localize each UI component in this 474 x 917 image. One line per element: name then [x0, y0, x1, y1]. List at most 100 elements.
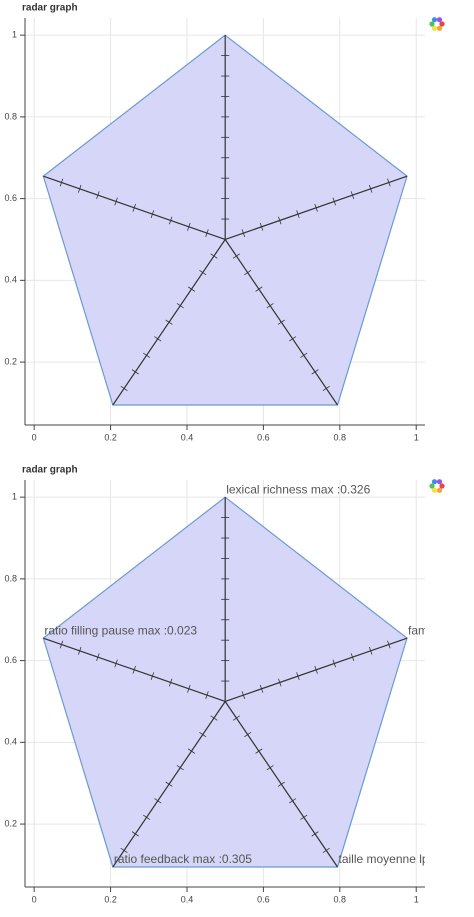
x-tick-label: 0 — [32, 432, 37, 442]
y-tick-label: 0.4 — [4, 737, 17, 747]
logo-dot — [436, 487, 443, 493]
spoke-tick — [131, 831, 139, 837]
chart-title: radar graph — [22, 465, 78, 476]
spoke-tick — [165, 781, 173, 787]
y-tick-label: 0.4 — [4, 275, 17, 285]
y-tick-label: 0.2 — [4, 356, 17, 366]
spoke-tick — [368, 646, 373, 655]
logo-dot — [431, 479, 438, 485]
vertex-label: lexical richness max :0.326 — [226, 482, 370, 496]
spoke-tick — [259, 222, 264, 231]
spoke-tick — [199, 732, 207, 738]
logo-dot — [439, 21, 445, 27]
x-tick-label: 0.2 — [104, 432, 117, 442]
spoke-tick — [132, 203, 136, 212]
vertex-label: taille moyenne lp — [339, 852, 429, 866]
spoke-tick — [120, 847, 128, 854]
y-tick-label: 0.6 — [4, 655, 17, 665]
spoke-tick — [368, 184, 373, 193]
spoke-tick — [150, 672, 155, 681]
spoke-tick — [311, 369, 319, 375]
x-tick-label: 0 — [32, 894, 37, 904]
spoke-tick — [296, 672, 300, 681]
vertex-label: ratio feedback max :0.305 — [114, 852, 252, 866]
spoke-tick — [244, 270, 252, 276]
spoke-tick — [278, 678, 282, 687]
spoke-tick — [78, 184, 82, 193]
vertex-label: ratio filling pause max :0.023 — [44, 623, 197, 637]
spoke-tick — [255, 748, 263, 754]
spoke-tick — [165, 319, 173, 325]
y-tick-label: 0.6 — [4, 193, 17, 203]
x-tick-label: 0.8 — [334, 894, 347, 904]
spoke-tick — [176, 303, 184, 309]
spoke-tick — [187, 684, 191, 693]
y-tick-label: 1 — [12, 492, 17, 502]
spoke-tick — [266, 303, 274, 309]
spoke-tick — [300, 814, 308, 820]
chart: radar graph 0 0.2 0.4 0.6 0.8 1 0.2 0.4 0.6 0.8 1 le… — [4, 465, 445, 904]
x-tick-label: 0.4 — [181, 432, 194, 442]
spoke-tick — [278, 216, 282, 225]
spoke-tick — [96, 653, 100, 662]
spoke-tick — [132, 665, 136, 674]
spoke-tick — [387, 178, 391, 187]
spoke-tick — [154, 798, 162, 804]
y-tick-label: 1 — [12, 30, 17, 40]
spoke-tick — [143, 352, 151, 358]
logo-dot — [431, 17, 438, 23]
spoke-tick — [255, 286, 263, 292]
y-tick-label: 0.8 — [4, 573, 17, 583]
spoke-tick — [296, 210, 300, 219]
spoke-tick — [332, 197, 336, 206]
x-tick-label: 0.2 — [104, 894, 117, 904]
x-tick-label: 0.8 — [334, 432, 347, 442]
chart-title: radar graph — [22, 3, 78, 14]
spoke-tick — [241, 229, 246, 238]
spoke-tick — [114, 197, 118, 206]
x-tick-label: 0.4 — [181, 894, 194, 904]
spoke-tick — [168, 678, 173, 687]
spoke-tick — [314, 203, 318, 212]
x-tick-label: 0.6 — [257, 432, 270, 442]
x-tick-label: 1 — [414, 432, 419, 442]
logo-dot — [431, 487, 438, 493]
plot-area — [42, 34, 408, 406]
spoke-tick — [143, 814, 151, 820]
spoke-tick — [277, 319, 285, 325]
spoke-tick — [150, 210, 155, 219]
spoke-tick — [244, 732, 252, 738]
spoke-tick — [187, 222, 191, 231]
logo-dot — [436, 25, 443, 31]
spoke-tick — [259, 684, 264, 693]
logo-dot — [429, 21, 435, 27]
logo-dot — [429, 483, 435, 489]
spoke-tick — [350, 653, 355, 662]
x-tick-label: 1 — [414, 894, 419, 904]
spoke-tick — [210, 253, 218, 259]
spoke-tick — [387, 640, 391, 649]
spoke-tick — [266, 765, 274, 771]
spoke-tick — [187, 748, 196, 754]
spoke-tick — [289, 336, 297, 342]
spoke-tick — [210, 715, 218, 721]
spoke-tick — [114, 659, 118, 668]
x-tick-label: 0.6 — [257, 894, 270, 904]
spoke-tick — [199, 270, 207, 276]
spoke-tick — [314, 665, 318, 674]
spoke-tick — [332, 659, 336, 668]
logo-dot — [436, 479, 443, 485]
logo-dot — [436, 17, 443, 23]
spoke-tick — [277, 781, 285, 787]
spoke-tick — [120, 385, 128, 392]
vertex-label: fam — [408, 623, 428, 637]
spoke-tick — [322, 385, 330, 392]
spoke-tick — [176, 765, 184, 771]
spoke-tick — [168, 216, 173, 225]
chart: radar graph 0 0.2 0.4 0.6 0.8 1 0.2 0.4 0.6 0.8 1 — [4, 3, 445, 442]
spoke-tick — [289, 798, 297, 804]
plot-area: lexical richness max :0.326 fam taille moy… — [42, 482, 429, 868]
spoke-tick — [350, 191, 355, 200]
spoke-tick — [96, 191, 100, 200]
